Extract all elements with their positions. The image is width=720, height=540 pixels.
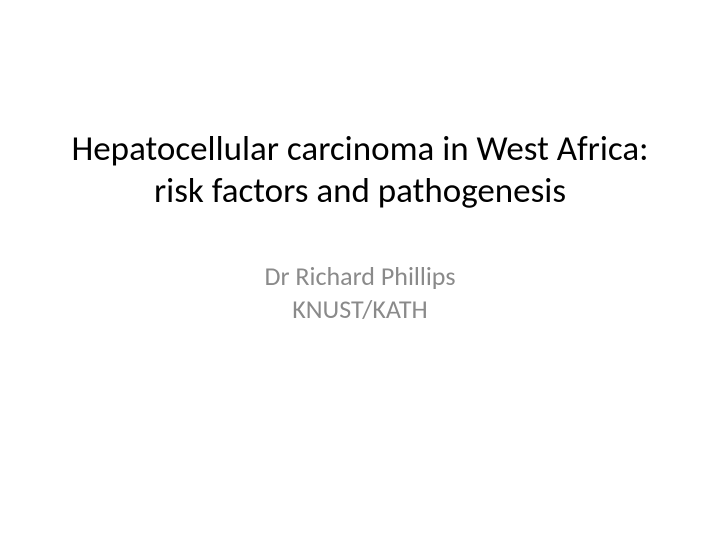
- title-line-2: risk factors and pathogenesis: [71, 170, 648, 212]
- subtitle-line-1: Dr Richard Phillips: [264, 260, 455, 293]
- slide-subtitle: Dr Richard Phillips KNUST/KATH: [264, 260, 455, 325]
- title-line-1: Hepatocellular carcinoma in West Africa:: [71, 128, 648, 170]
- subtitle-line-2: KNUST/KATH: [264, 293, 455, 326]
- slide-title: Hepatocellular carcinoma in West Africa:…: [71, 128, 648, 212]
- slide-container: Hepatocellular carcinoma in West Africa:…: [0, 0, 720, 540]
